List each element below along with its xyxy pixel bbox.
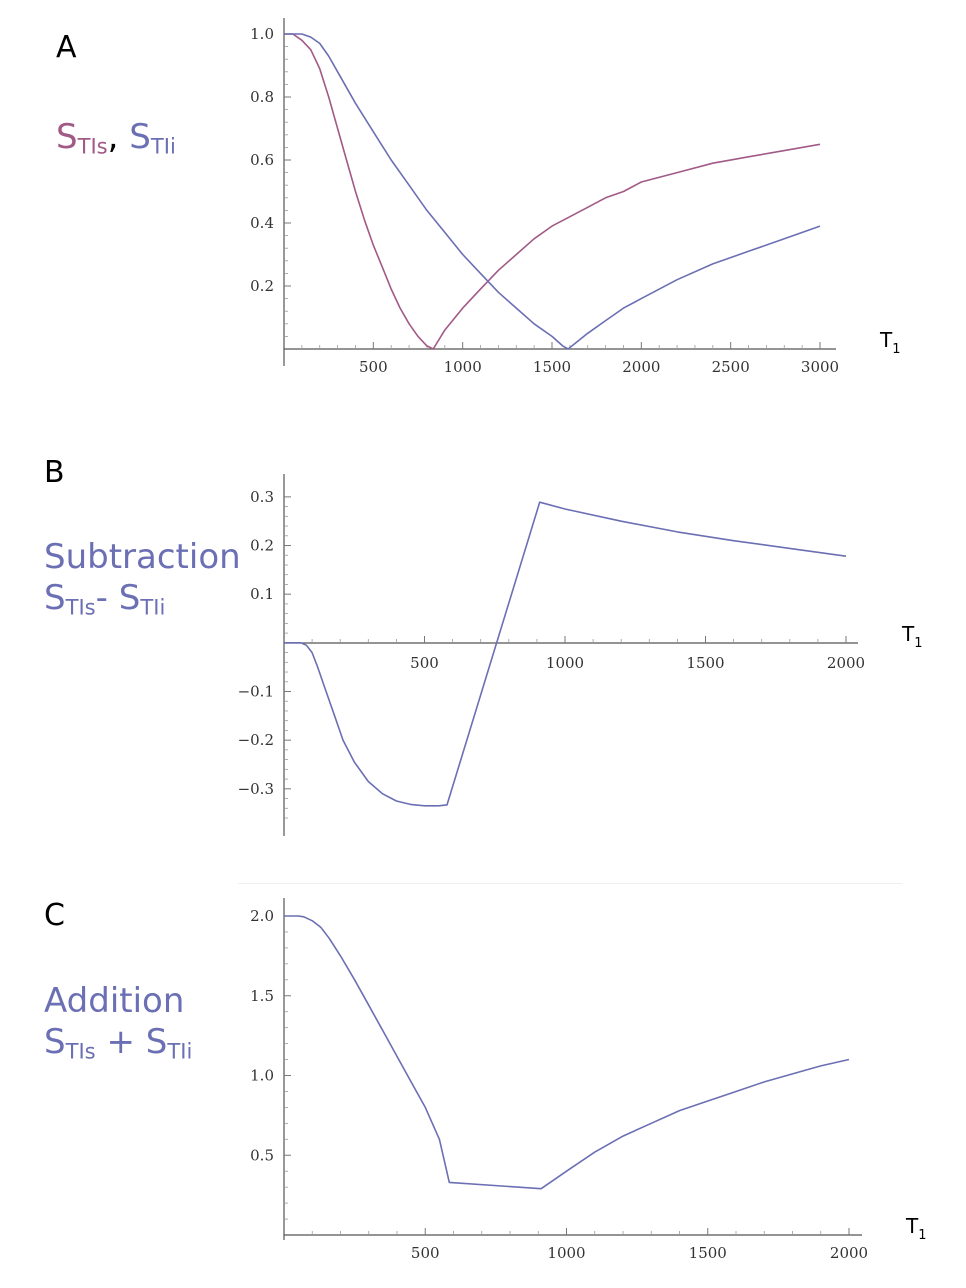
panel-a-series-series_s (284, 33, 821, 350)
panel-c-label: Addition STIs + STIi (44, 981, 193, 1064)
panel-c-x-tick-label: 500 (411, 1244, 440, 1262)
panel-c-x-tick-label: 1500 (689, 1244, 727, 1262)
panel-c-title: Addition (44, 981, 185, 1021)
panel-a-series-series_i (284, 33, 821, 350)
panel-c-y-tick-label: 2.0 (250, 907, 274, 925)
panel-a-x-tick-label: 2500 (712, 358, 750, 376)
panel-b-y-tick-label: 0.1 (250, 585, 274, 603)
panel-b-expression: STIs- STIi (44, 578, 166, 620)
panel-a-x-tick-label: 1000 (444, 358, 482, 376)
panel-b-y-tick-label: 0.3 (250, 488, 274, 506)
panel-a-y-tick-label: 0.6 (250, 151, 274, 169)
panel-letter-c: C (44, 898, 65, 933)
panel-a-y-tick-label: 0.8 (250, 88, 274, 106)
panel-a-y-tick-label: 0.4 (250, 214, 274, 232)
panel-b-y-tick-label: −0.2 (238, 731, 274, 749)
panel-a-x-tick-label: 1500 (533, 358, 571, 376)
panel-c-series-series_i (284, 915, 850, 1190)
panel-c-x-axis-label: T1 (905, 1214, 927, 1243)
panel-b-label: Subtraction STIs- STIi (44, 537, 241, 620)
panel-c-x-tick-label: 2000 (830, 1244, 868, 1262)
legend-s-tis: STIs (56, 117, 108, 159)
panel-c-y-tick-label: 0.5 (250, 1146, 274, 1164)
panel-b-x-tick-label: 2000 (827, 654, 865, 672)
panel-letter-b: B (44, 455, 65, 490)
panel-b-y-tick-label: −0.1 (238, 682, 274, 700)
panel-letter-a: A (56, 30, 77, 65)
panel-c-y-tick-label: 1.5 (250, 987, 274, 1005)
legend-s-tii: STIi (129, 117, 176, 159)
legend-comma: , (107, 117, 119, 157)
panel-a-x-axis-label: T1 (879, 328, 901, 357)
panel-b-series-series_i (284, 501, 847, 807)
panel-c-y-tick-label: 1.0 (250, 1067, 274, 1085)
panel-c-x-tick-label: 1000 (547, 1244, 585, 1262)
panel-b-y-tick-label: 0.2 (250, 537, 274, 555)
panel-b-y-tick-label: −0.3 (238, 780, 274, 798)
panel-a-x-tick-label: 2000 (622, 358, 660, 376)
panel-a-y-tick-label: 0.2 (250, 277, 274, 295)
panel-b-x-tick-label: 1000 (546, 654, 584, 672)
panel-b-x-axis-label: T1 (901, 622, 923, 651)
panel-a-legend: STIs, STIi (56, 117, 176, 159)
divider-line (238, 883, 902, 884)
panel-a-y-tick-label: 1.0 (250, 25, 274, 43)
panel-b-x-tick-label: 1500 (686, 654, 724, 672)
panel-b-x-tick-label: 500 (410, 654, 439, 672)
panel-a-x-tick-label: 3000 (801, 358, 839, 376)
panel-a-x-tick-label: 500 (359, 358, 388, 376)
panel-b-title: Subtraction (44, 537, 241, 577)
panel-c-expression: STIs + STIi (44, 1022, 193, 1064)
